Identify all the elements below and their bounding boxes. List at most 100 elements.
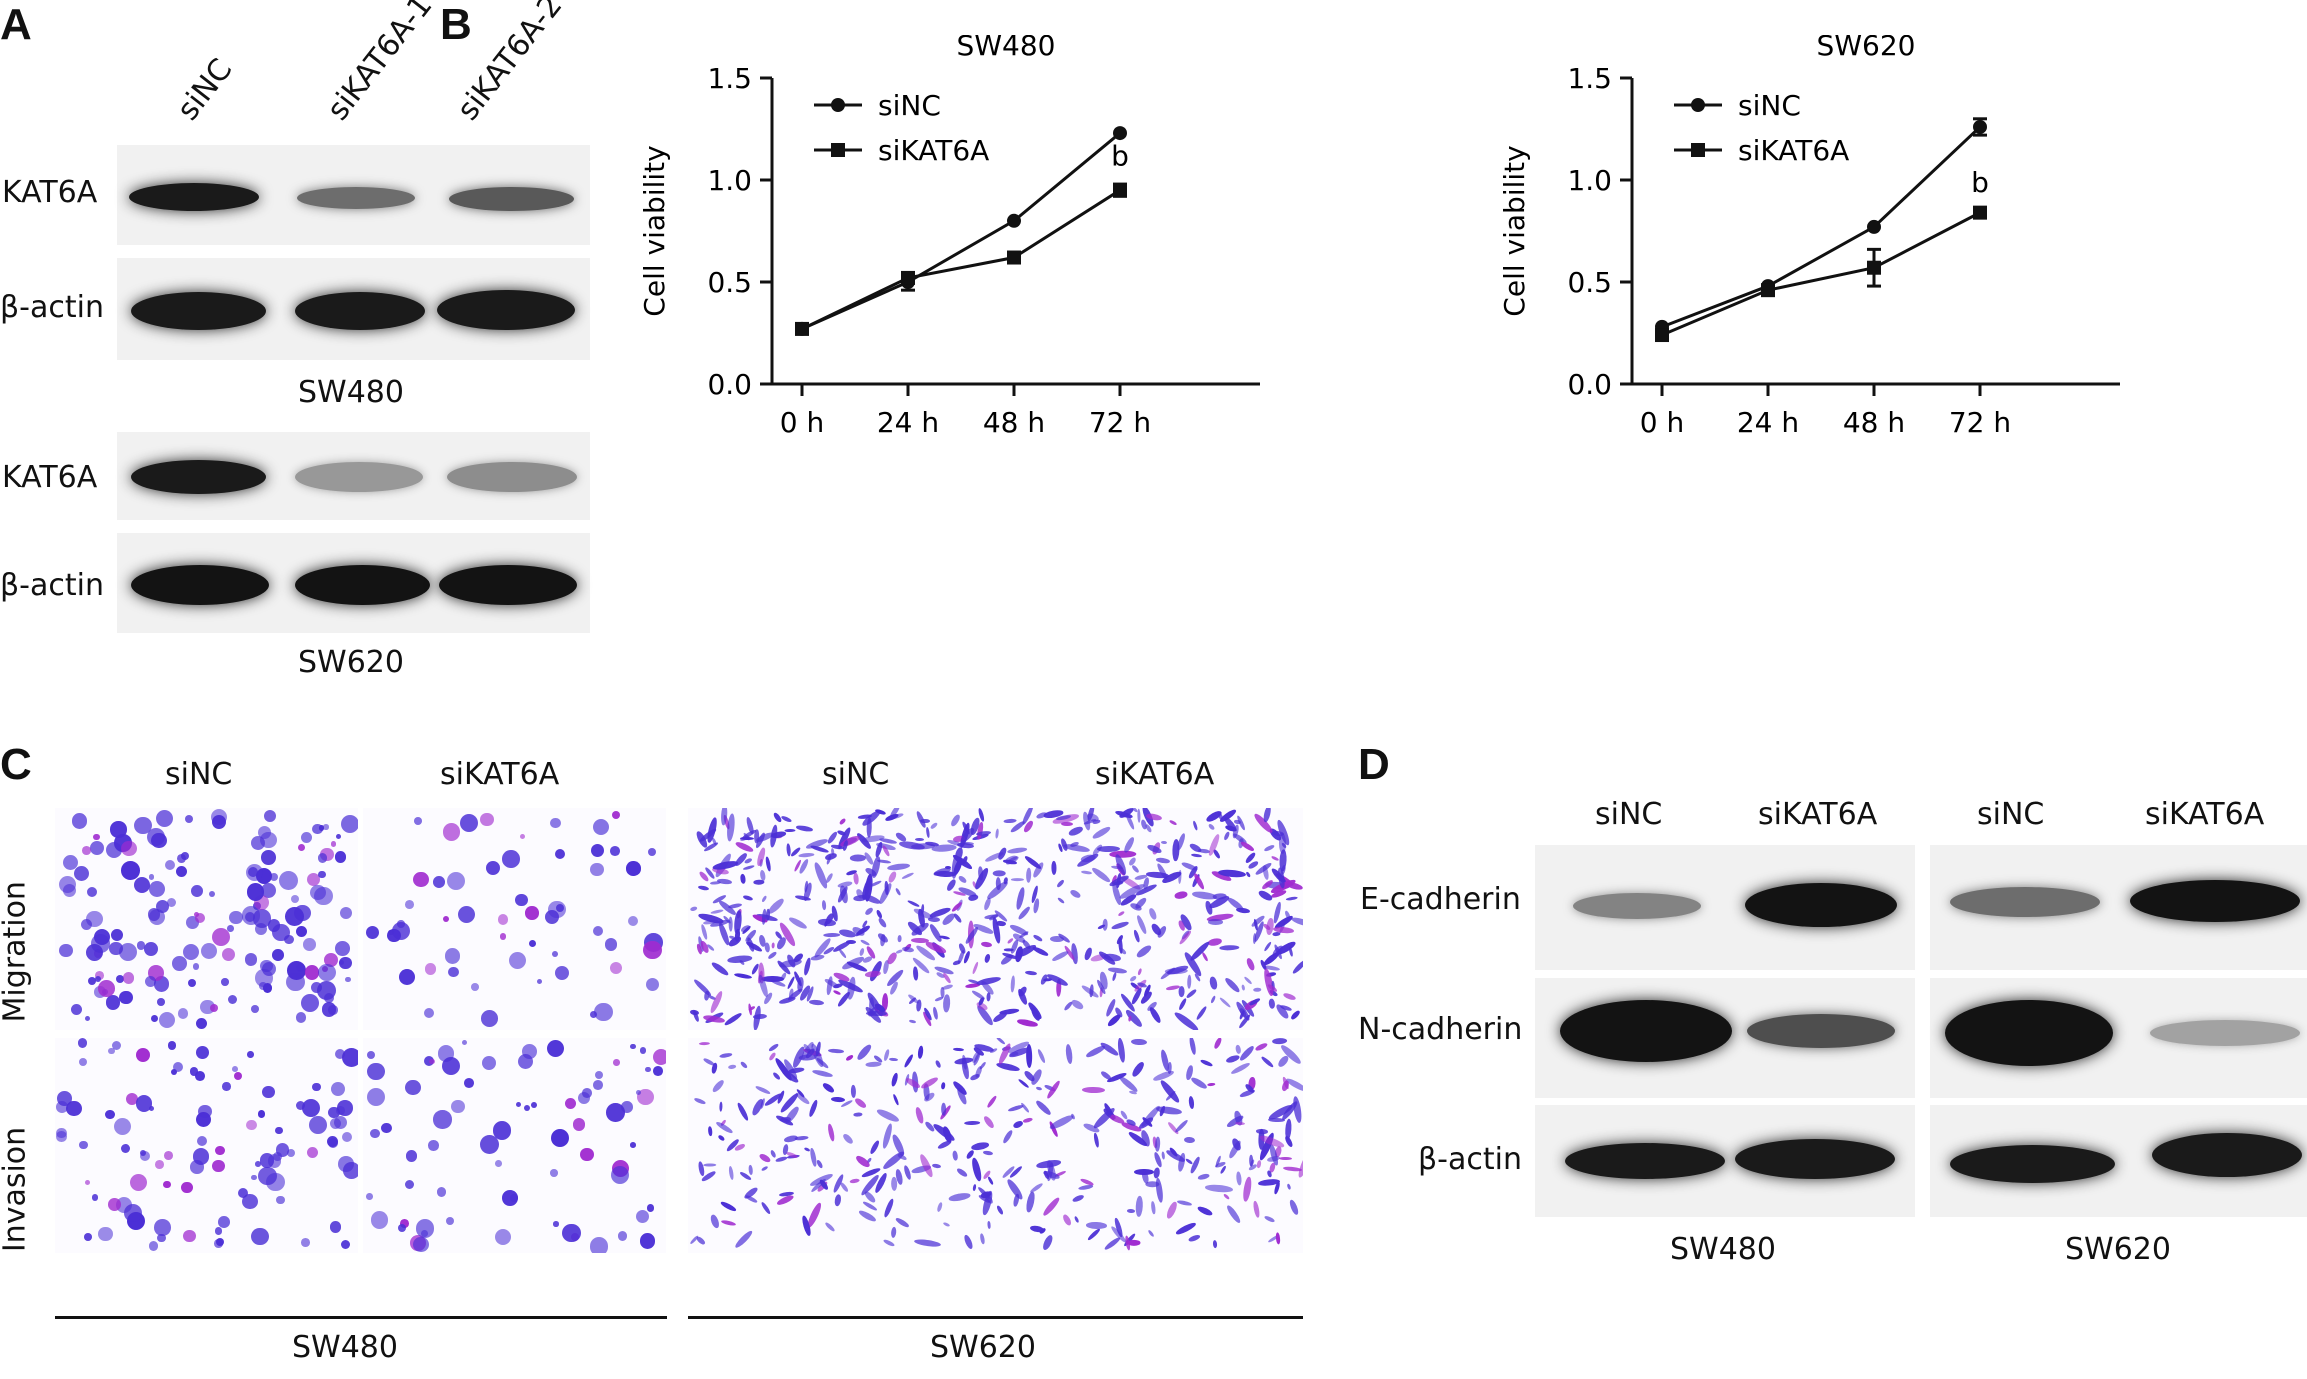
stained-cell [93,833,100,841]
stained-cell [1137,967,1143,976]
stained-cell [120,860,140,880]
stained-cell [262,1085,276,1099]
stained-cell [258,826,272,840]
stained-cell [1081,870,1093,876]
stained-cell [882,1238,896,1248]
stained-cell [110,821,127,838]
group-label: SW480 [292,1330,398,1365]
stained-cell [307,1146,319,1159]
stained-cell [163,1151,173,1160]
stained-cell [553,1221,559,1227]
stained-cell [1056,879,1066,889]
stained-cell [172,1062,183,1073]
stained-cell [830,847,835,855]
stained-cell [1108,966,1128,974]
y-tick-label: 1.0 [707,164,752,197]
stained-cell [888,1057,899,1062]
stained-cell [957,874,968,885]
stained-cell [546,1039,565,1058]
stained-cell [906,899,920,908]
stained-cell [187,978,197,987]
stained-cell [740,1060,749,1069]
blot-band [1573,893,1701,919]
stained-cell [342,1048,358,1068]
stained-cell [869,1139,881,1156]
stained-cell [719,1199,738,1213]
stained-cell [272,949,284,961]
stained-cell [183,1229,196,1243]
lane-label: siNC [170,52,240,128]
stained-cell [197,1135,208,1146]
stained-cell [499,933,507,940]
y-axis-label: Cell viability [638,145,671,316]
stained-cell [1275,939,1298,957]
stained-cell [785,842,791,857]
stained-cell [259,1153,275,1169]
stained-cell [982,1114,996,1130]
stained-cell [334,850,347,863]
stained-cell [1050,935,1064,943]
stained-cell [80,919,92,931]
stained-cell [589,1237,608,1253]
stained-cell [710,1062,718,1075]
stained-cell [136,1048,151,1063]
stained-cell [405,900,415,909]
stained-cell [838,818,847,826]
stained-cell [1286,1182,1292,1190]
stained-cell [1048,1113,1075,1132]
stained-cell [381,1122,393,1134]
stained-cell [1063,1000,1074,1012]
stained-cell [1279,1157,1293,1161]
stained-cell [1189,1156,1202,1175]
stained-cell [612,811,621,820]
blot-strip-sw480-ncadherin [1535,978,1915,1098]
stained-cell [914,838,924,842]
stained-cell [1057,896,1066,905]
stained-cell [148,874,155,880]
stained-cell [149,1105,155,1112]
blot-strip-sw620-kat6a [117,432,590,520]
stained-cell [1012,1120,1024,1130]
stained-cell [276,1143,290,1157]
stained-cell [1207,822,1216,831]
blot-band [1745,883,1897,927]
x-tick-label: 48 h [1843,406,1905,439]
stained-cell [494,1228,512,1246]
stained-cell [105,1109,115,1120]
x-tick-label: 48 h [983,406,1045,439]
stained-cell [405,1150,418,1162]
stained-cell [985,992,991,1002]
row-label-kat6a: KAT6A [2,460,98,495]
stained-cell [809,1147,818,1168]
stained-cell [414,817,422,825]
stained-cell [995,1204,1005,1216]
stained-cell [827,1048,844,1054]
stained-cell [797,852,815,858]
stained-cell [183,943,200,960]
stained-cell [444,948,461,964]
series-line-siNC [801,131,1121,331]
stained-cell [1003,818,1017,824]
stained-cell [549,817,561,829]
stained-cell [502,850,520,868]
stained-cell [333,1115,347,1129]
viability-chart-sw620: SW620 Cell viability 0.0 0.5 1.0 1.5 0 h 24 h 48… [1498,35,2120,439]
blot-strip-sw480-kat6a [117,145,590,245]
stained-cell [399,1219,409,1228]
stained-cell [328,1106,340,1119]
legend-label: siNC [1738,89,1801,122]
stained-cell [192,963,200,970]
stained-cell [433,875,445,888]
stained-cell [643,940,662,960]
stained-cell [1260,1055,1274,1069]
stained-cell [971,1183,977,1192]
stained-cell [1152,1167,1161,1180]
stained-cell [71,813,87,829]
stained-cell [171,1069,178,1076]
stained-cell [572,1118,586,1131]
stained-cell [1130,1038,1147,1046]
stained-cell [993,870,1006,877]
stained-cell [1135,944,1153,960]
stained-cell [554,849,565,860]
stained-cell [133,876,151,893]
